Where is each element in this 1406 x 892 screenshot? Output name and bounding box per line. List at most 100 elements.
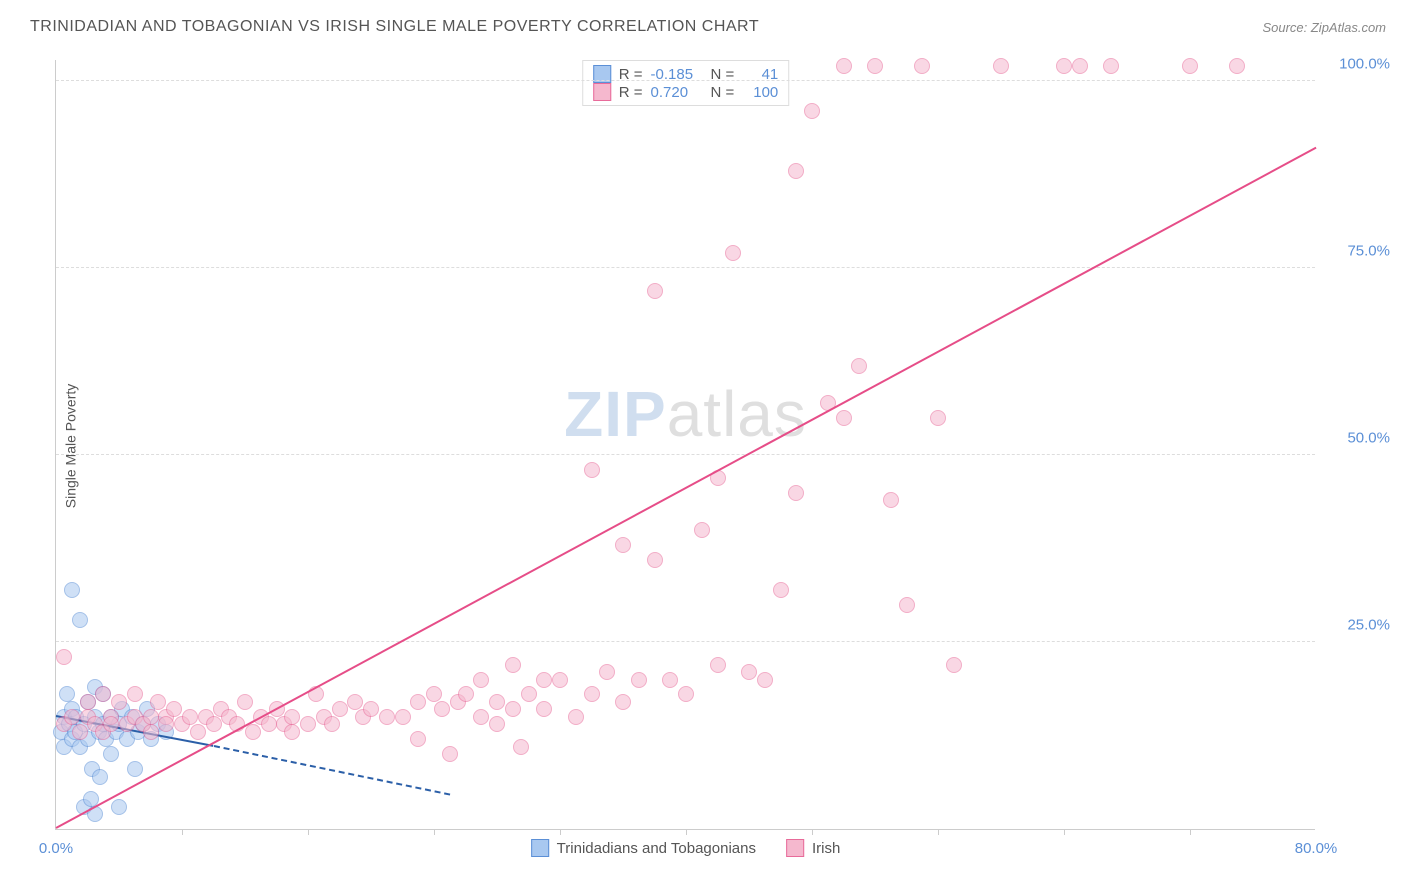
scatter-point-irish [993, 58, 1009, 74]
y-tick-label: 25.0% [1347, 617, 1390, 634]
chart-title: TRINIDADIAN AND TOBAGONIAN VS IRISH SING… [30, 18, 759, 36]
x-tick-mark [1064, 829, 1065, 835]
scatter-point-irish [536, 672, 552, 688]
scatter-point-tt [72, 612, 88, 628]
scatter-point-irish [1103, 58, 1119, 74]
legend-item-irish: Irish [786, 839, 840, 857]
scatter-point-irish [434, 701, 450, 717]
scatter-point-irish [166, 701, 182, 717]
scatter-point-irish [505, 701, 521, 717]
scatter-point-irish [662, 672, 678, 688]
scatter-point-irish [505, 657, 521, 673]
scatter-point-irish [64, 709, 80, 725]
scatter-point-irish [1072, 58, 1088, 74]
watermark-atlas: atlas [667, 378, 807, 450]
scatter-point-irish [615, 694, 631, 710]
scatter-point-irish [158, 716, 174, 732]
scatter-point-irish [206, 716, 222, 732]
scatter-point-tt [92, 769, 108, 785]
plot-area: ZIPatlas R =-0.185N =41R =0.720N =100 Tr… [55, 60, 1315, 830]
scatter-point-irish [584, 462, 600, 478]
scatter-point-irish [584, 686, 600, 702]
scatter-point-irish [150, 694, 166, 710]
scatter-point-irish [332, 701, 348, 717]
gridline-horizontal [56, 267, 1315, 268]
x-tick-label: 80.0% [1295, 840, 1338, 857]
scatter-point-irish [552, 672, 568, 688]
scatter-point-irish [56, 649, 72, 665]
scatter-point-irish [725, 245, 741, 261]
legend-n-label: N = [711, 84, 735, 101]
scatter-point-irish [284, 724, 300, 740]
scatter-point-irish [80, 694, 96, 710]
scatter-point-irish [773, 582, 789, 598]
gridline-horizontal [56, 641, 1315, 642]
x-tick-label: 0.0% [39, 840, 73, 857]
scatter-point-irish [458, 686, 474, 702]
scatter-point-irish [513, 739, 529, 755]
legend-swatch-icon [531, 839, 549, 857]
scatter-point-irish [103, 716, 119, 732]
x-tick-mark [938, 829, 939, 835]
scatter-point-irish [284, 709, 300, 725]
gridline-horizontal [56, 80, 1315, 81]
scatter-point-irish [489, 694, 505, 710]
scatter-point-irish [127, 686, 143, 702]
scatter-point-irish [143, 724, 159, 740]
y-tick-label: 100.0% [1339, 56, 1390, 73]
scatter-point-irish [930, 410, 946, 426]
scatter-point-irish [300, 716, 316, 732]
x-tick-mark [182, 829, 183, 835]
scatter-point-irish [678, 686, 694, 702]
scatter-point-irish [836, 410, 852, 426]
scatter-point-irish [442, 746, 458, 762]
scatter-point-irish [111, 694, 127, 710]
scatter-point-irish [190, 724, 206, 740]
scatter-point-irish [261, 716, 277, 732]
scatter-point-irish [182, 709, 198, 725]
legend-n-value: 100 [742, 84, 778, 101]
scatter-point-irish [489, 716, 505, 732]
scatter-point-irish [851, 358, 867, 374]
scatter-point-irish [347, 694, 363, 710]
legend-swatch-icon [593, 83, 611, 101]
scatter-point-irish [883, 492, 899, 508]
x-tick-mark [1190, 829, 1191, 835]
x-tick-mark [308, 829, 309, 835]
watermark-zip: ZIP [564, 378, 667, 450]
scatter-point-irish [72, 724, 88, 740]
scatter-point-irish [599, 664, 615, 680]
legend-r-value: 0.720 [651, 84, 703, 101]
scatter-point-irish [143, 709, 159, 725]
scatter-point-irish [237, 694, 253, 710]
scatter-point-tt [59, 686, 75, 702]
scatter-point-irish [647, 283, 663, 299]
scatter-point-irish [710, 657, 726, 673]
scatter-point-irish [1229, 58, 1245, 74]
x-tick-mark [560, 829, 561, 835]
scatter-point-irish [245, 724, 261, 740]
y-tick-label: 75.0% [1347, 243, 1390, 260]
scatter-point-irish [741, 664, 757, 680]
scatter-point-irish [473, 709, 489, 725]
trend-line [213, 745, 450, 796]
scatter-point-irish [631, 672, 647, 688]
scatter-point-irish [914, 58, 930, 74]
scatter-point-tt [103, 746, 119, 762]
x-tick-mark [434, 829, 435, 835]
legend-r-label: R = [619, 84, 643, 101]
scatter-point-irish [867, 58, 883, 74]
scatter-point-irish [694, 522, 710, 538]
scatter-point-irish [521, 686, 537, 702]
scatter-point-irish [1056, 58, 1072, 74]
scatter-point-irish [757, 672, 773, 688]
scatter-point-irish [410, 731, 426, 747]
x-tick-mark [812, 829, 813, 835]
scatter-point-irish [647, 552, 663, 568]
scatter-point-irish [395, 709, 411, 725]
legend-swatch-icon [786, 839, 804, 857]
scatter-point-irish [568, 709, 584, 725]
scatter-point-tt [64, 582, 80, 598]
legend-series-label: Trinidadians and Tobagonians [557, 840, 756, 857]
legend-item-tt: Trinidadians and Tobagonians [531, 839, 756, 857]
